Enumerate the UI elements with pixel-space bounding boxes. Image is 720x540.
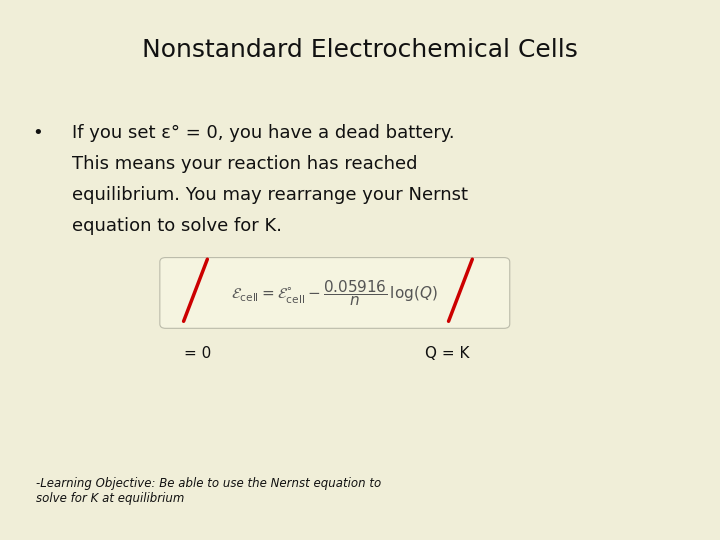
Text: •: •	[32, 124, 43, 142]
Text: This means your reaction has reached: This means your reaction has reached	[72, 155, 418, 173]
Text: $\mathcal{E}_{\mathrm{cell}} = \mathcal{E}^{\circ}_{\mathrm{cell}} - \dfrac{0.05: $\mathcal{E}_{\mathrm{cell}} = \mathcal{…	[232, 278, 438, 308]
FancyBboxPatch shape	[160, 258, 510, 328]
Text: equilibrium. You may rearrange your Nernst: equilibrium. You may rearrange your Nern…	[72, 186, 468, 204]
Text: Nonstandard Electrochemical Cells: Nonstandard Electrochemical Cells	[142, 38, 578, 62]
Text: -Learning Objective: Be able to use the Nernst equation to
solve for K at equili: -Learning Objective: Be able to use the …	[36, 477, 382, 505]
Text: Q = K: Q = K	[425, 346, 469, 361]
Text: If you set ε° = 0, you have a dead battery.: If you set ε° = 0, you have a dead batte…	[72, 124, 454, 142]
Text: = 0: = 0	[184, 346, 211, 361]
Text: equation to solve for K.: equation to solve for K.	[72, 217, 282, 234]
